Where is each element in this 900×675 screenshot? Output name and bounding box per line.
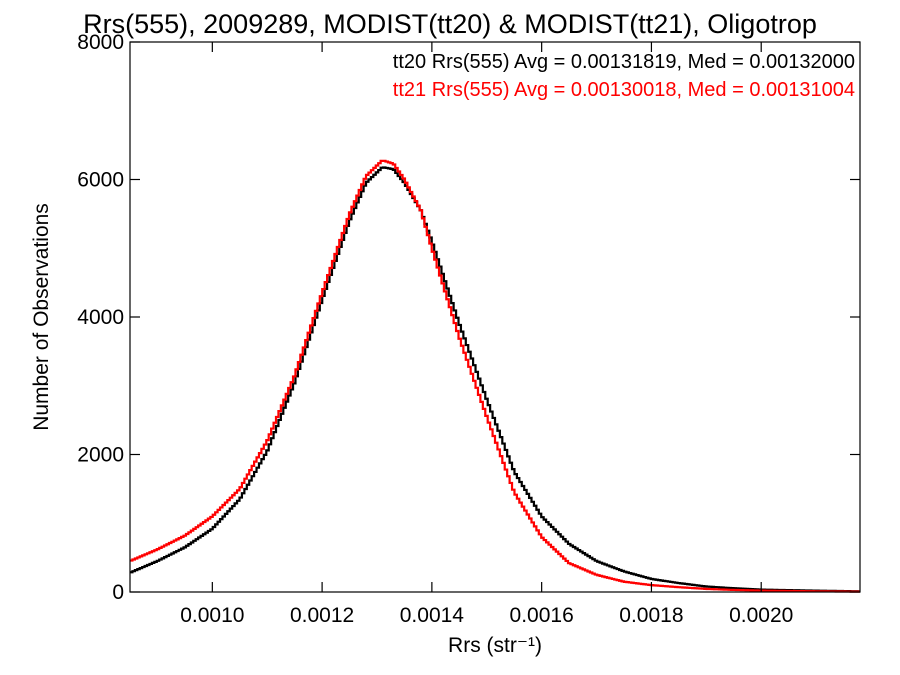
y-tick-label: 4000 xyxy=(77,306,124,329)
series-line-0 xyxy=(130,166,860,593)
tick-layer: 0.0010 0.0012 0.0014 0.0016 0.0018 0.0020 0 200… xyxy=(77,31,860,627)
annotation-tt21: tt21 Rrs(555) Avg = 0.00130018, Med = 0.… xyxy=(393,79,855,101)
series-layer xyxy=(130,159,860,593)
annotation-tt20: tt20 Rrs(555) Avg = 0.00131819, Med = 0.… xyxy=(393,51,855,73)
y-tick-label: 0 xyxy=(112,581,124,604)
x-tick-label: 0.0012 xyxy=(290,604,354,627)
x-tick-label: 0.0020 xyxy=(729,604,793,627)
chart-title: Rrs(555), 2009289, MODIST(tt20) & MODIST… xyxy=(83,9,817,39)
y-axis-label: Number of Observations xyxy=(30,203,53,431)
y-tick-label: 6000 xyxy=(77,169,124,192)
series-line-1 xyxy=(130,159,860,593)
x-tick-label: 0.0014 xyxy=(400,604,465,627)
x-tick-label: 0.0016 xyxy=(510,604,574,627)
x-tick-label: 0.0018 xyxy=(619,604,683,627)
x-tick-label: 0.0010 xyxy=(180,604,244,627)
y-tick-label: 2000 xyxy=(77,444,124,467)
y-tick-label: 8000 xyxy=(77,31,124,54)
x-axis-label: Rrs (str⁻¹) xyxy=(448,634,542,657)
